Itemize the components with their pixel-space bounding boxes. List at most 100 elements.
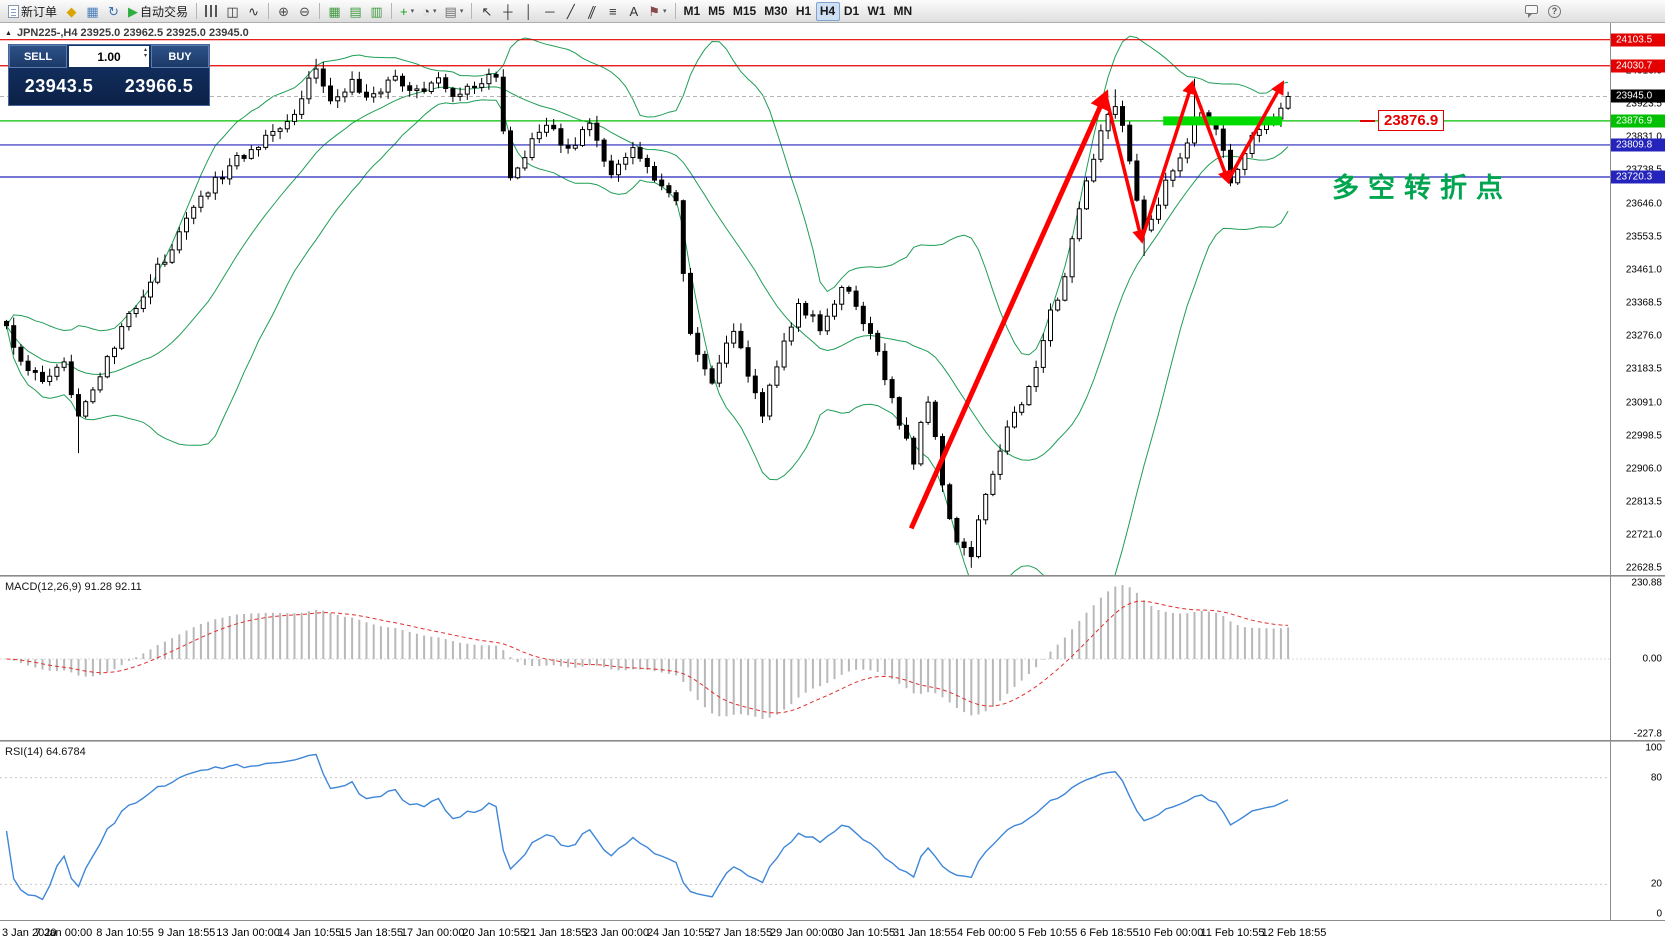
channel-icon: ∥ [585, 3, 599, 19]
indicators-button[interactable]: + ▾ [396, 2, 418, 21]
rsi-splitter[interactable] [0, 740, 1665, 742]
time-label-6: 15 Jan 18:55 [339, 927, 403, 939]
metaeditor-button[interactable]: ◆ [61, 2, 82, 21]
zoom-out-button[interactable]: ⊖ [294, 2, 315, 21]
autotrading-button[interactable]: ▶ 自动交易 [124, 2, 192, 21]
price-tick-22998.5: 22998.5 [1625, 430, 1662, 442]
trend-arrow-2[interactable] [1103, 94, 1147, 244]
periods-button[interactable]: ◔ ▾ [418, 2, 440, 21]
price-callout-label[interactable]: 23876.9 [1378, 109, 1445, 131]
rsi-scale[interactable]: 100 80 20 0 [1610, 742, 1665, 920]
timeframe-m30[interactable]: M30 [760, 2, 791, 21]
time-label-4: 13 Jan 00:00 [216, 927, 280, 939]
cursor-icon: ↖ [481, 3, 493, 19]
symbol-ohlc-label: JPN225-,H4 23925.0 23962.5 23925.0 23945… [16, 27, 249, 39]
timeframe-d1-label: D1 [843, 4, 860, 18]
buy-button[interactable]: BUY [151, 45, 209, 68]
price-tick-23831.0: 23831.0 [1625, 131, 1662, 143]
zoom-in-button[interactable]: ⊕ [273, 2, 294, 21]
cascade-windows-icon: ▤ [349, 3, 362, 19]
lot-decrease-button[interactable]: ▾ [143, 53, 147, 59]
zoom-out-icon: ⊖ [299, 3, 310, 19]
line-chart-button[interactable]: ∿ [243, 2, 264, 21]
refresh-button[interactable]: ↻ [103, 2, 124, 21]
new-order-button[interactable]: 新订单 [4, 2, 61, 21]
chat-button[interactable] [1521, 2, 1542, 21]
tile-windows-button[interactable]: ▦ [324, 2, 345, 21]
timeframe-h1[interactable]: H1 [792, 2, 816, 21]
macd-chart[interactable] [0, 577, 1610, 740]
dropdown-arrow-icon: ▾ [410, 8, 415, 15]
price-badge-23809.8: 23809.8 [1611, 138, 1665, 152]
fibonacci-icon: ≡ [609, 3, 617, 19]
vertical-line-button[interactable]: │ [518, 2, 539, 21]
help-icon: ? [1548, 4, 1561, 18]
lot-size-field[interactable]: 1.00 ▴ ▾ [69, 46, 149, 67]
timeframe-h4[interactable]: H4 [815, 1, 840, 21]
turning-point-label[interactable]: 多空转折点 [1332, 173, 1512, 203]
one-click-trading-panel: SELL 1.00 ▴ ▾ BUY 23943.5 23966.5 [8, 44, 210, 106]
templates-button[interactable]: ▤ ▾ [441, 2, 468, 21]
crosshair-button[interactable]: ┼ [497, 2, 518, 21]
trendline-button[interactable]: ╱ [560, 2, 581, 21]
timeframe-m1[interactable]: M1 [680, 2, 705, 21]
arrange-windows-button[interactable]: ▥ [366, 2, 387, 21]
data-window-button[interactable]: ▦ [82, 2, 103, 21]
sell-button[interactable]: SELL [9, 45, 67, 68]
trend-arrow-5[interactable] [1226, 80, 1285, 182]
horizontal-line-button[interactable]: ─ [539, 2, 560, 21]
arrows-icon: ⚑ [648, 3, 660, 19]
lot-increase-button[interactable]: ▴ [143, 47, 147, 53]
text-button[interactable]: A [623, 2, 644, 21]
time-label-15: 31 Jan 18:55 [893, 927, 957, 939]
cascade-windows-button[interactable]: ▤ [345, 2, 366, 21]
time-label-12: 27 Jan 18:55 [708, 927, 773, 939]
templates-icon: ▤ [444, 3, 457, 19]
candlestick-chart-button[interactable]: ◫ [222, 2, 243, 21]
bar-chart-button[interactable] [201, 2, 222, 21]
macd-splitter[interactable] [0, 575, 1665, 577]
arrows-button[interactable]: ⚑ ▾ [644, 2, 670, 21]
rsi-scale-100: 100 [1645, 742, 1662, 754]
price-tick-22813.5: 22813.5 [1625, 496, 1662, 508]
timeframe-d1[interactable]: D1 [840, 2, 864, 21]
time-label-16: 4 Feb 00:00 [957, 927, 1016, 939]
trend-arrow-1[interactable] [908, 89, 1109, 530]
toolbar-separator [196, 3, 198, 19]
line-chart-icon: ∿ [248, 3, 259, 19]
price-chart[interactable] [0, 23, 1610, 575]
price-scale[interactable]: 24016.023923.523831.023738.523646.023553… [1610, 23, 1665, 575]
time-label-21: 12 Feb 18:55 [1261, 927, 1327, 939]
time-label-13: 29 Jan 00:00 [769, 927, 834, 939]
bar-chart-icon [205, 5, 219, 17]
crosshair-icon: ┼ [503, 3, 513, 19]
buy-price[interactable]: 23966.5 [124, 76, 194, 96]
one-click-panel-toggle[interactable]: ▲ [5, 29, 12, 37]
channel-button[interactable]: ∥ [581, 2, 602, 21]
trend-arrow-4[interactable] [1190, 83, 1232, 185]
timeframe-w1[interactable]: W1 [864, 2, 890, 21]
timeframe-m15[interactable]: M15 [729, 2, 760, 21]
timeframe-mn[interactable]: MN [890, 2, 917, 21]
macd-scale--227.8: -227.8 [1633, 728, 1662, 740]
sell-price[interactable]: 23943.5 [24, 76, 94, 96]
timeframe-m5[interactable]: M5 [704, 2, 729, 21]
toolbar-separator [268, 3, 270, 19]
support-zone-bar[interactable] [1163, 116, 1282, 126]
vertical-line-icon: │ [524, 3, 533, 19]
time-label-7: 17 Jan 00:00 [400, 927, 465, 939]
trend-arrow-3[interactable] [1139, 79, 1196, 241]
time-label-5: 14 Jan 10:55 [277, 927, 342, 939]
time-axis[interactable]: 3 Jan 2020 7 Jan 00:00 8 Jan 10:55 9 Jan 18… [0, 920, 1665, 948]
macd-scale[interactable]: 230.88 0.00 -227.8 [1610, 577, 1665, 740]
arrange-windows-icon: ▥ [370, 3, 383, 19]
help-button[interactable]: ? [1544, 2, 1565, 21]
cursor-button[interactable]: ↖ [476, 2, 497, 21]
timeframe-m30-label: M30 [764, 4, 788, 18]
rsi-chart[interactable] [0, 742, 1610, 920]
toolbar-separator [471, 3, 473, 19]
fibonacci-button[interactable]: ≡ [602, 2, 623, 21]
callout-dash [1360, 119, 1375, 122]
time-label-20: 11 Feb 10:55 [1200, 927, 1265, 939]
